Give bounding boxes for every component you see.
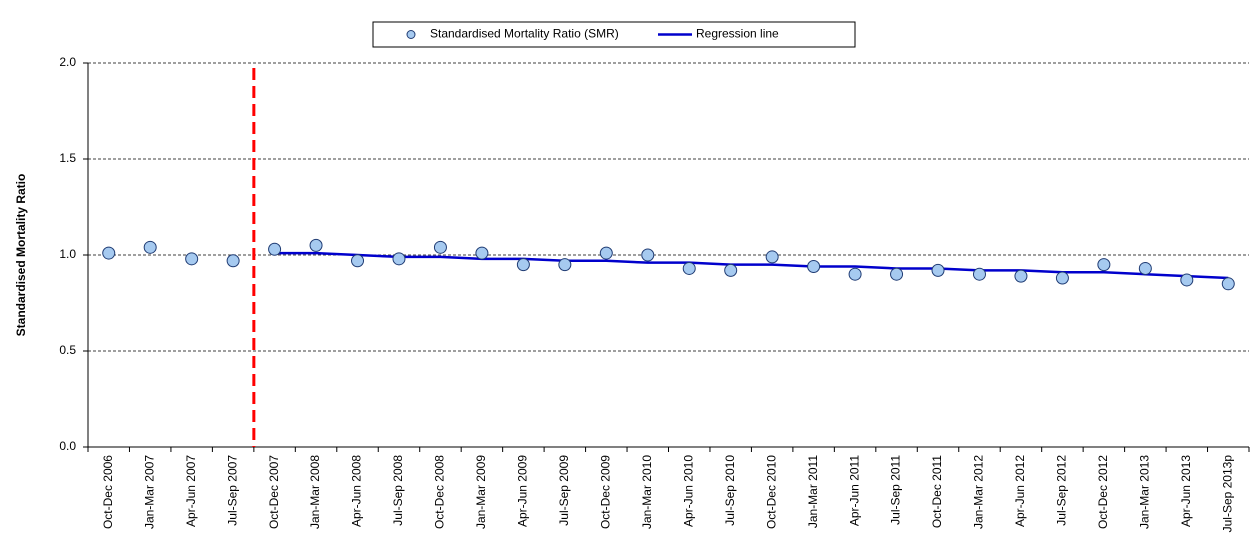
x-tick-label: Apr-Jun 2008 bbox=[350, 455, 364, 527]
data-point bbox=[185, 252, 199, 266]
x-tick-label: Jan-Mar 2012 bbox=[972, 455, 986, 529]
data-point bbox=[143, 240, 157, 254]
y-tick-label: 1.0 bbox=[59, 247, 76, 261]
x-tick-label: Jan-Mar 2013 bbox=[1138, 455, 1152, 529]
x-tick-label: Apr-Jun 2013 bbox=[1179, 455, 1193, 527]
x-tick-label: Apr-Jun 2010 bbox=[681, 455, 695, 527]
data-point bbox=[1138, 261, 1152, 275]
x-tick-label: Oct-Dec 2009 bbox=[598, 455, 612, 529]
data-point bbox=[599, 246, 613, 260]
y-tick-label: 0.0 bbox=[59, 439, 76, 453]
y-tick-label: 0.5 bbox=[59, 343, 76, 357]
legend-swatch bbox=[406, 30, 416, 39]
legend-label: Regression line bbox=[696, 27, 779, 41]
data-point bbox=[972, 267, 986, 281]
x-tick-label: Jul-Sep 2009 bbox=[557, 455, 571, 526]
data-point bbox=[848, 267, 862, 281]
data-point bbox=[1097, 258, 1111, 272]
x-tick-label: Jul-Sep 2012 bbox=[1055, 455, 1069, 526]
legend-label: Standardised Mortality Ratio (SMR) bbox=[430, 27, 619, 41]
regression-line bbox=[274, 251, 1229, 280]
data-point bbox=[1055, 271, 1069, 285]
data-point bbox=[309, 238, 323, 252]
data-point bbox=[807, 260, 821, 274]
legend-box bbox=[372, 21, 856, 48]
data-point bbox=[475, 246, 489, 260]
y-axis-label: Standardised Mortality Ratio bbox=[14, 174, 28, 337]
x-tick-label: Oct-Dec 2010 bbox=[764, 455, 778, 529]
x-tick-label: Oct-Dec 2006 bbox=[101, 455, 115, 529]
data-point bbox=[102, 246, 116, 260]
data-point bbox=[765, 250, 779, 264]
x-tick-label: Oct-Dec 2011 bbox=[930, 455, 944, 528]
data-point bbox=[724, 263, 738, 277]
data-point bbox=[641, 248, 655, 262]
data-point bbox=[1014, 269, 1028, 283]
data-point bbox=[433, 240, 447, 254]
data-point bbox=[1221, 277, 1235, 291]
x-tick-label: Jan-Mar 2010 bbox=[640, 455, 654, 529]
data-point bbox=[226, 254, 240, 268]
x-tick-label: Jan-Mar 2011 bbox=[806, 455, 820, 528]
x-tick-label: Jan-Mar 2008 bbox=[308, 455, 322, 529]
data-point bbox=[558, 258, 572, 272]
x-tick-label: Oct-Dec 2007 bbox=[267, 455, 281, 529]
x-tick-label: Jul-Sep 2011 bbox=[889, 455, 903, 525]
data-point bbox=[931, 263, 945, 277]
x-tick-label: Apr-Jun 2009 bbox=[516, 455, 530, 527]
data-point bbox=[1180, 273, 1194, 287]
data-point bbox=[268, 242, 282, 256]
x-tick-label: Oct-Dec 2012 bbox=[1096, 455, 1110, 529]
x-tick-label: Jul-Sep 2008 bbox=[391, 455, 405, 526]
data-point bbox=[351, 254, 365, 268]
x-tick-label: Jan-Mar 2009 bbox=[474, 455, 488, 529]
x-tick-label: Jan-Mar 2007 bbox=[142, 455, 156, 529]
x-tick-label: Jul-Sep 2013p bbox=[1220, 455, 1234, 533]
data-point bbox=[890, 267, 904, 281]
data-point bbox=[392, 252, 406, 266]
x-tick-label: Jul-Sep 2007 bbox=[225, 455, 239, 526]
x-tick-label: Oct-Dec 2008 bbox=[433, 455, 447, 529]
x-tick-label: Apr-Jun 2011 bbox=[847, 455, 861, 526]
x-tick-label: Jul-Sep 2010 bbox=[723, 455, 737, 526]
data-point bbox=[516, 258, 530, 272]
x-tick-label: Apr-Jun 2007 bbox=[184, 455, 198, 527]
x-tick-label: Apr-Jun 2012 bbox=[1013, 455, 1027, 527]
y-tick-label: 1.5 bbox=[59, 151, 76, 165]
y-tick-label: 2.0 bbox=[59, 55, 76, 69]
data-point bbox=[682, 261, 696, 275]
